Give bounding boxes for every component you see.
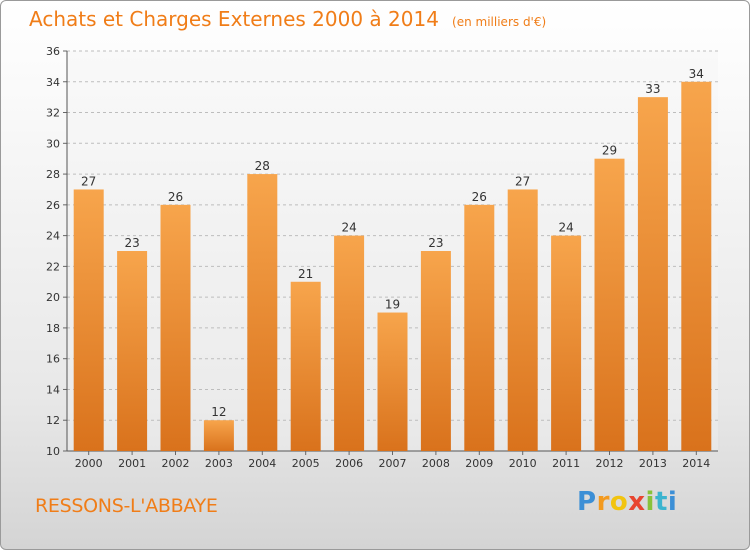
data-label-2014: 34 (689, 67, 704, 81)
x-tick-label-2011: 2011 (552, 457, 580, 470)
bar-2008 (420, 251, 451, 451)
data-label-2005: 21 (298, 267, 313, 281)
y-tick-label: 16 (46, 353, 60, 366)
y-tick-label: 36 (46, 45, 60, 58)
proxiti-logo: Proxiti (577, 487, 677, 517)
y-tick-label: 24 (46, 230, 60, 243)
x-tick-label-2010: 2010 (509, 457, 537, 470)
x-tick-label-2004: 2004 (248, 457, 276, 470)
x-tick-label-2008: 2008 (422, 457, 450, 470)
x-tick-label-2002: 2002 (162, 457, 190, 470)
y-tick-label: 28 (46, 168, 60, 181)
data-label-2001: 23 (124, 236, 139, 250)
x-tick-label-2013: 2013 (639, 457, 667, 470)
x-tick-label-2009: 2009 (465, 457, 493, 470)
x-tick-label-2000: 2000 (75, 457, 103, 470)
x-tick-label-2005: 2005 (292, 457, 320, 470)
x-tick-label-2014: 2014 (682, 457, 710, 470)
data-label-2002: 26 (168, 190, 183, 204)
data-label-2006: 24 (341, 221, 356, 235)
bar-2002 (160, 204, 191, 451)
x-tick-label-2001: 2001 (118, 457, 146, 470)
chart-title: Achats et Charges Externes 2000 à 2014 (29, 7, 439, 31)
x-tick-label-2012: 2012 (596, 457, 624, 470)
logo-letter: P (577, 487, 597, 517)
bar-2012 (594, 158, 625, 451)
bar-2007 (377, 312, 408, 451)
chart-subtitle: (en milliers d'€) (452, 15, 547, 29)
logo-letter: o (609, 487, 629, 517)
bar-2001 (117, 251, 148, 451)
bar-2013 (637, 97, 668, 452)
data-label-2009: 26 (472, 190, 487, 204)
logo-letter: r (596, 487, 610, 517)
logo-letter: i (645, 487, 655, 517)
bar-2006 (334, 235, 365, 451)
x-tick-label-2007: 2007 (379, 457, 407, 470)
y-tick-label: 14 (46, 383, 60, 396)
data-label-2003: 12 (211, 405, 226, 419)
data-label-2008: 23 (428, 236, 443, 250)
commune-name: RESSONS-L'ABBAYE (35, 495, 218, 517)
y-tick-label: 18 (46, 322, 60, 335)
x-tick-label-2003: 2003 (205, 457, 233, 470)
logo-letter: i (667, 487, 678, 517)
y-tick-label: 26 (46, 199, 60, 212)
bar-2009 (464, 204, 495, 451)
bar-2003 (203, 420, 234, 451)
data-label-2011: 24 (558, 221, 573, 235)
data-label-2010: 27 (515, 174, 530, 188)
data-label-2004: 28 (255, 159, 270, 173)
bar-2014 (681, 81, 712, 452)
title-row: Achats et Charges Externes 2000 à 2014 (… (29, 7, 546, 31)
y-tick-label: 20 (46, 291, 60, 304)
y-tick-label: 30 (46, 137, 60, 150)
y-tick-label: 32 (46, 107, 60, 120)
data-label-2000: 27 (81, 174, 96, 188)
bar-2010 (507, 189, 538, 451)
bar-2000 (73, 189, 104, 451)
logo-letter: x (628, 487, 646, 517)
data-label-2013: 33 (645, 82, 660, 96)
data-label-2007: 19 (385, 298, 400, 312)
x-tick-label-2006: 2006 (335, 457, 363, 470)
bar-2005 (290, 281, 321, 451)
y-tick-label: 10 (46, 445, 60, 458)
logo-letter: t (654, 487, 668, 517)
bar-2004 (247, 174, 278, 452)
bar-2011 (551, 235, 582, 451)
y-tick-label: 12 (46, 414, 60, 427)
y-tick-label: 34 (46, 76, 60, 89)
y-tick-label: 22 (46, 260, 60, 273)
data-label-2012: 29 (602, 144, 617, 158)
